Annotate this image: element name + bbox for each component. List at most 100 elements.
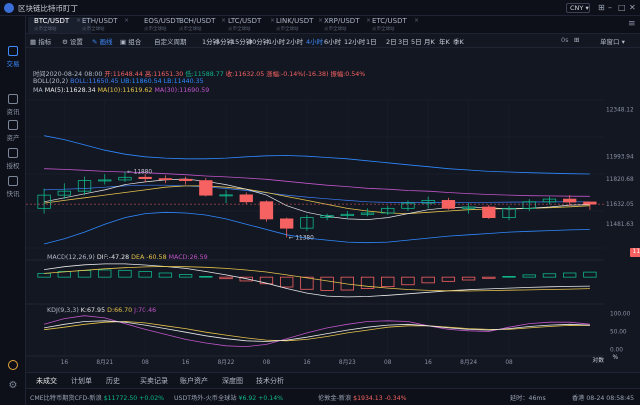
tab-bch-usdt[interactable]: BCH/USDT 火币全球站 × [173,17,236,33]
interval-8[interactable]: 12小时 [344,38,366,46]
interval-5[interactable]: 2小时 [286,38,304,46]
tab-label: XRP/USDT [324,17,360,25]
tab-plan-orders[interactable]: 计划单 [71,377,92,385]
tab-ltc-usdt[interactable]: LTC/USDT 火币全球站 × [222,17,285,33]
close-window-button[interactable]: ✕ [629,3,636,12]
interval-13[interactable]: 月K [424,38,435,46]
interval-4[interactable]: 1小时 [268,38,286,46]
tab-trade-records[interactable]: 买卖记录 [140,377,168,385]
tab-etc-usdt[interactable]: ETC/USDT 火币全球站 × [366,17,429,33]
sidebar-item-flash[interactable]: 快讯 [0,176,26,198]
macd-bar [401,276,415,286]
candle-body [158,178,173,181]
candle-body [360,212,375,215]
candlestick-chart[interactable]: 12348.12 11993.94 11820.68 11632.05 11481.63… [26,48,640,368]
tab-technical-analysis[interactable]: 技术分析 [256,377,284,385]
ma5-value: MA(5):11628.34 [44,87,96,94]
close-tab-icon[interactable]: × [317,17,323,24]
x-tick-label: 8月22 [218,359,235,366]
x-tick-label: 08 [384,360,392,366]
candle-body [199,180,213,196]
sidebar-item-trade[interactable]: 交易 [0,46,26,68]
ticker-gold[interactable]: 伦敦金-新浪 $1934.13 -0.34% [318,393,407,402]
news-icon [8,94,18,104]
sidebar-item-auth[interactable]: 授权 [0,148,26,170]
percent-scale-toggle[interactable]: % [612,355,618,361]
sidebar-item-warning[interactable] [0,360,26,370]
tab-label: LTC/USDT [228,17,262,25]
candle-body [401,202,415,209]
sidebar-item-assets[interactable]: 资产 [0,120,26,142]
interval-6[interactable]: 4小时 [306,38,324,46]
chart-area[interactable]: 时间2020-08-24 08:00 开:11648.44 高:11651.30… [26,48,640,368]
tab-open-orders[interactable]: 未成交 [36,377,57,385]
interval-9[interactable]: 1日 [366,38,377,46]
tab-eos-usdt[interactable]: EOS/USDT 火币全球站 × [138,17,201,33]
close-tab-icon[interactable]: × [75,17,81,24]
interval-14[interactable]: 年K [439,38,450,46]
tab-history[interactable]: 历史 [106,377,120,385]
currency-select[interactable]: CNY ▾ [566,3,590,13]
draw-label: 画线 [99,38,113,46]
ohlc-info: 时间2020-08-24 08:00 开:11648.44 高:11651.30… [33,69,365,78]
pin-window-icon[interactable]: ⊞ [598,3,605,12]
interval-10[interactable]: 2日 [386,38,397,46]
maximize-window-button[interactable]: □ [618,3,626,12]
x-tick-label: 08 [505,360,513,366]
flash-news-icon [8,176,18,186]
interval-2[interactable]: 15分钟 [231,38,253,46]
sidebar-item-news[interactable]: 资讯 [0,94,26,116]
candle-body [563,198,577,203]
close-tab-icon[interactable]: × [185,17,191,24]
settings-gear-icon: ⚙ [8,380,18,391]
tab-link-usdt[interactable]: LINK/USDT 火币全球站 × [270,17,333,33]
tab-exchange: 火币全球站 [82,27,105,32]
macd-bar [138,271,152,278]
ticker-usdt-change: +0.14% [258,395,284,402]
custom-interval-button[interactable]: 自定义周期 [154,38,187,46]
settings-sliders-icon[interactable]: ⊞ [574,36,580,44]
ticker-usdt-otc[interactable]: USDT场外-火币全球站 ¥6.92 +0.14% [174,393,283,402]
close-tab-icon[interactable]: × [123,17,129,24]
ticker-cme[interactable]: CME比特币期货CFD-新浪 $11772.50 +0.02% [30,393,164,402]
sidebar-item-label: 资产 [6,134,20,142]
draw-button[interactable]: ✎ 画线 [92,38,113,46]
interval-0[interactable]: 1分钟 [202,38,220,46]
boll-ub: UB:11860.54 [120,78,162,85]
x-tick-label: 8月24 [460,359,477,366]
x-tick-label: 08 [263,360,271,366]
interval-12[interactable]: 5日 [411,38,422,46]
sidebar-item-settings[interactable]: ⚙ [0,380,26,391]
y-tick-label: 11820.68 [606,177,634,183]
minimize-window-button[interactable]: – [608,3,612,12]
interval-3[interactable]: 30分钟 [248,38,270,46]
candle-body [98,179,112,182]
macd-name: MACD(12,26,9) [47,254,95,261]
tab-xrp-usdt[interactable]: XRP/USDT 火币全球站 × [318,17,381,33]
tab-btc-usdt[interactable]: BTC/USDT 火币全球站 × [28,17,91,33]
tab-depth-chart[interactable]: 深度图 [222,377,243,385]
macd-bar [502,275,516,278]
close-tab-icon[interactable]: × [413,17,419,24]
tab-exchange: 火币全球站 [324,27,347,32]
settings-button[interactable]: ⚙ 设置 [62,38,83,46]
tab-eth-usdt[interactable]: ETH/USDT 火币全球站 × [76,17,139,33]
info-amplitude: 振幅:0.54% [330,71,366,78]
interval-1[interactable]: 5分钟 [216,38,234,46]
tab-account-assets[interactable]: 账户资产 [180,377,208,385]
interval-11[interactable]: 3日 [398,38,409,46]
interval-15[interactable]: 季K [453,38,464,46]
indicators-button[interactable]: ▦ 指标 [30,38,52,46]
close-tab-icon[interactable]: × [269,17,275,24]
latency-indicator: 延时：46ms [510,395,546,402]
layout-select[interactable]: 单窗口 ▾ [600,36,625,46]
kdj-tick-label: 100.00 [610,312,631,318]
close-tab-icon[interactable]: × [365,17,371,24]
title-bar: 区块链比特币盯丁 CNY ▾ ⊞ – □ ✕ [0,0,640,16]
close-tab-icon[interactable]: × [220,17,226,24]
combo-button[interactable]: ▣ 组合 [120,38,142,46]
tabs-menu-icon[interactable]: ≡ [628,19,636,29]
zoom-value[interactable]: 0s [561,36,569,44]
log-scale-toggle[interactable]: 对数 [592,358,604,364]
interval-7[interactable]: 6小时 [324,38,342,46]
